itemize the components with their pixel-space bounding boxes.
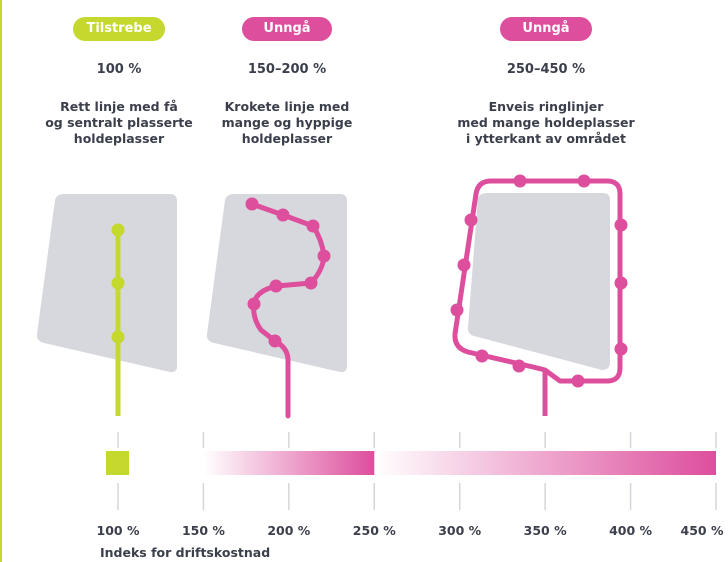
tick-label: 300 % xyxy=(438,523,482,538)
percent-label-1: 100 % xyxy=(96,62,142,77)
stop-marker xyxy=(111,330,125,344)
description-2: Krokete linje med mange og hyppige holde… xyxy=(221,99,353,146)
stop-marker xyxy=(450,303,464,317)
stop-marker xyxy=(269,279,283,293)
stop-marker xyxy=(614,218,628,232)
badge-unnga-2: Unngå xyxy=(500,17,592,41)
cost-range-bar xyxy=(203,451,375,475)
description-3: Enveis ringlinjer med mange holdeplasser… xyxy=(457,99,635,146)
stop-marker xyxy=(245,197,259,211)
stop-marker xyxy=(475,349,489,363)
stop-marker xyxy=(268,334,282,348)
tick-label: 450 % xyxy=(680,523,724,538)
stop-marker xyxy=(577,174,591,188)
ring-route-line xyxy=(452,178,623,384)
tick-label: 250 % xyxy=(352,523,396,538)
stop-marker xyxy=(571,374,585,388)
tick-label: 400 % xyxy=(609,523,653,538)
cost-range-bar xyxy=(374,451,716,475)
stop-marker xyxy=(306,219,320,233)
stop-marker xyxy=(464,213,478,227)
stop-marker xyxy=(513,174,527,188)
stop-marker xyxy=(111,223,125,237)
stop-marker xyxy=(111,276,125,290)
badge-tilstrebe: Tilstrebe xyxy=(73,17,165,41)
tick-label: 350 % xyxy=(523,523,567,538)
stop-marker xyxy=(304,276,318,290)
service-area-3 xyxy=(467,193,610,370)
stop-marker xyxy=(276,208,290,222)
description-1: Rett linje med få og sentralt plasserte … xyxy=(45,99,193,146)
stop-marker xyxy=(457,258,471,272)
badge-unnga-1: Unngå xyxy=(242,17,332,41)
axis-title: Indeks for driftskostnad xyxy=(100,545,271,560)
stop-marker xyxy=(614,276,628,290)
stop-marker xyxy=(614,342,628,356)
service-area-1 xyxy=(36,194,178,373)
stop-marker xyxy=(317,249,331,263)
tick-label: 100 % xyxy=(96,523,140,538)
percent-label-3: 250–450 % xyxy=(506,62,586,77)
tick-label: 150 % xyxy=(181,523,225,538)
left-border-line xyxy=(0,0,2,562)
percent-label-2: 150–200 % xyxy=(247,62,327,77)
cost-range-bar xyxy=(106,451,129,475)
tick-label: 200 % xyxy=(267,523,311,538)
stop-marker xyxy=(512,359,526,373)
stop-marker xyxy=(247,297,261,311)
